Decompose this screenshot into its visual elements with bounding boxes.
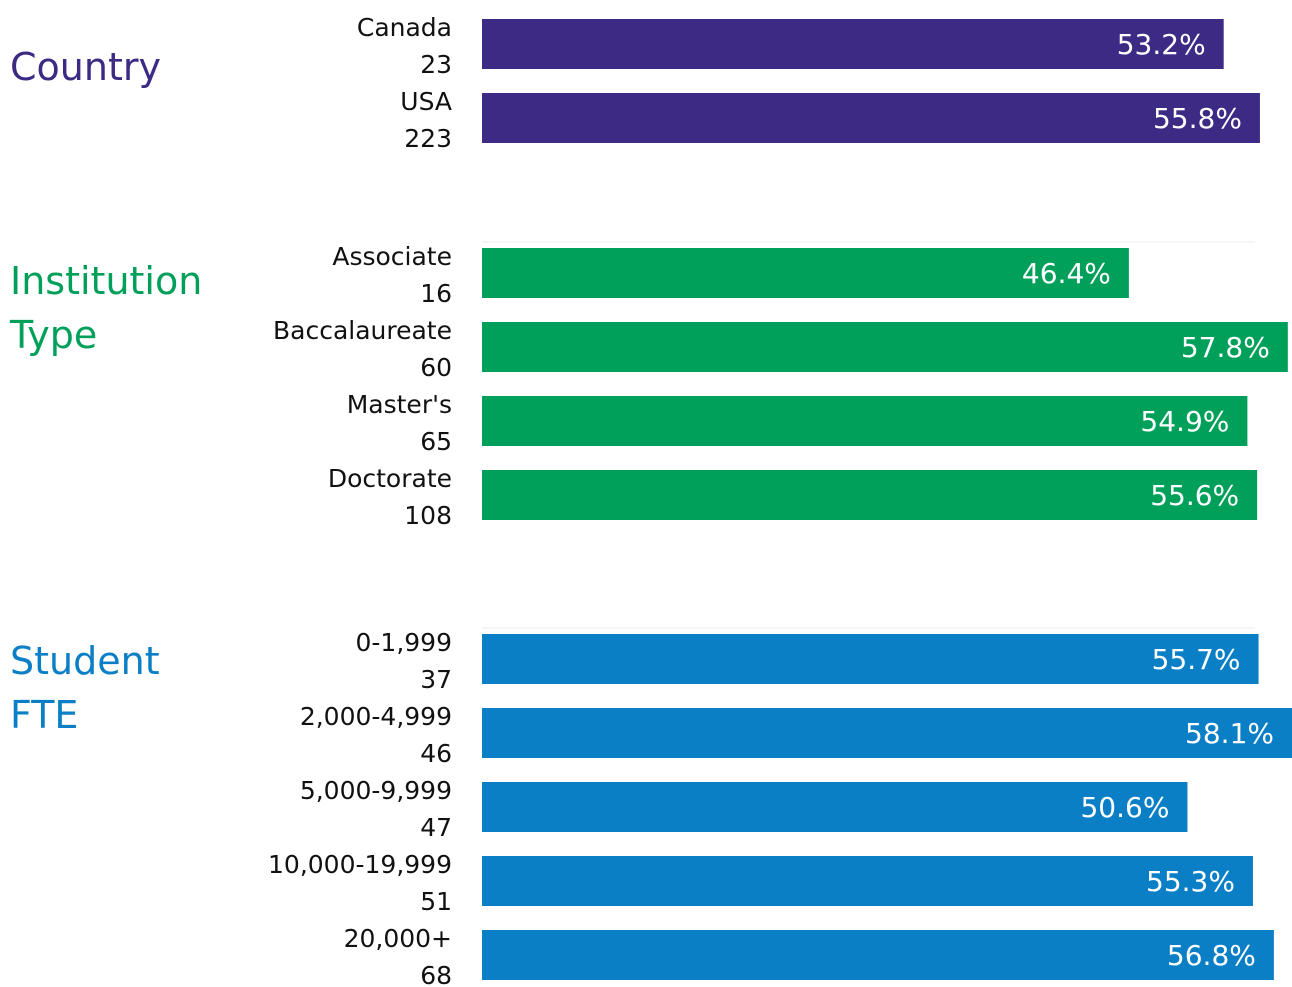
category-label: 2,000-4,999 xyxy=(300,702,452,731)
category-label: Canada xyxy=(357,13,452,42)
bar xyxy=(482,19,1224,69)
bar xyxy=(482,708,1292,758)
bar xyxy=(482,782,1188,832)
category-label: Master's xyxy=(347,390,452,419)
count-label: 23 xyxy=(420,50,452,79)
value-label: 58.1% xyxy=(1185,717,1274,750)
value-label: 55.7% xyxy=(1152,643,1241,676)
value-label: 55.6% xyxy=(1150,479,1239,512)
bar xyxy=(482,396,1248,446)
count-label: 47 xyxy=(420,813,452,842)
value-label: 57.8% xyxy=(1181,331,1270,364)
category-label: USA xyxy=(400,87,452,116)
category-label: 10,000-19,999 xyxy=(268,850,452,879)
value-label: 54.9% xyxy=(1140,405,1229,438)
category-label: Baccalaureate xyxy=(273,316,452,345)
value-label: 55.8% xyxy=(1153,102,1242,135)
bar xyxy=(482,856,1253,906)
count-label: 16 xyxy=(420,279,452,308)
count-label: 108 xyxy=(404,501,452,530)
count-label: 65 xyxy=(420,427,452,456)
group-title: Institution Type xyxy=(10,259,203,357)
count-label: 68 xyxy=(420,961,452,987)
group-title: Student FTE xyxy=(10,639,160,737)
category-label: 20,000+ xyxy=(344,924,452,953)
group-title: Country xyxy=(10,45,161,89)
value-label: 53.2% xyxy=(1117,28,1206,61)
bar xyxy=(482,93,1260,143)
bar xyxy=(482,634,1259,684)
category-label: 0-1,999 xyxy=(356,628,453,657)
value-label: 50.6% xyxy=(1080,791,1169,824)
bar xyxy=(482,322,1288,372)
bar xyxy=(482,930,1274,980)
category-label: Associate xyxy=(332,242,452,271)
bar xyxy=(482,248,1129,298)
count-label: 60 xyxy=(420,353,452,382)
category-label: 5,000-9,999 xyxy=(300,776,452,805)
value-label: 46.4% xyxy=(1022,257,1111,290)
count-label: 51 xyxy=(420,887,452,916)
count-label: 37 xyxy=(420,665,452,694)
value-label: 55.3% xyxy=(1146,865,1235,898)
count-label: 223 xyxy=(404,124,452,153)
count-label: 46 xyxy=(420,739,452,768)
value-label: 56.8% xyxy=(1167,939,1256,972)
bar xyxy=(482,470,1258,520)
category-label: Doctorate xyxy=(328,464,452,493)
